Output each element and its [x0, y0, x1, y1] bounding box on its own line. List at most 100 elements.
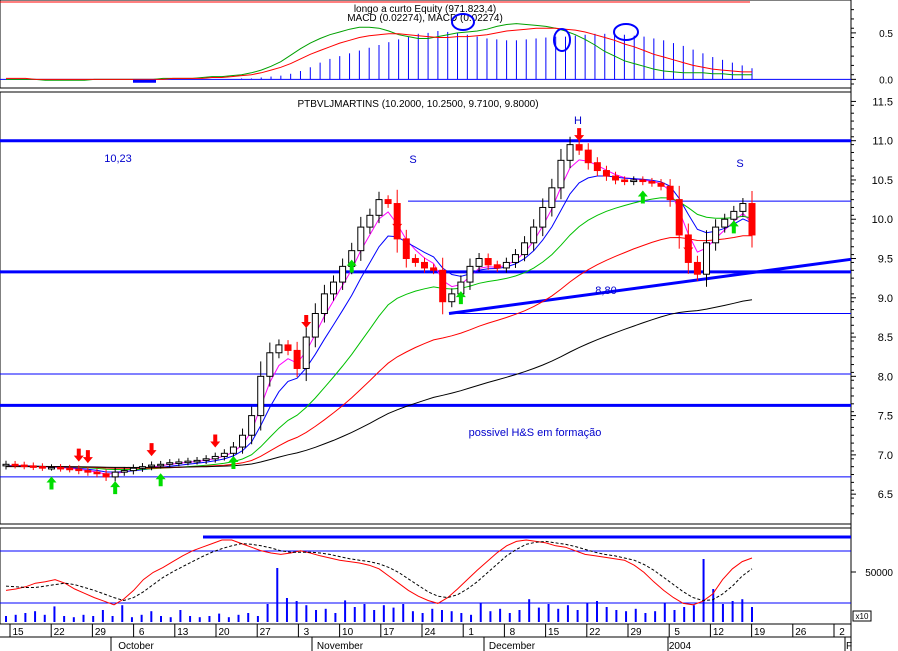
trend-line [448, 257, 852, 315]
x-tick-label: 8 [510, 627, 516, 638]
stochastic-line [5, 540, 753, 602]
price-y-tick-label: 9.5 [878, 254, 893, 266]
candle-body [102, 473, 110, 478]
ema-line [6, 299, 753, 469]
macd-highlight-circles [451, 13, 639, 52]
candle-body [266, 352, 274, 377]
x-tick-label: 2 [839, 627, 845, 638]
candle-body [548, 187, 556, 208]
chart-annotation: S [409, 154, 416, 166]
chart-annotation: 10,23 [104, 153, 132, 165]
candle-body [402, 238, 410, 260]
candle-body [721, 218, 729, 228]
candle-body [229, 446, 237, 454]
buy-arrow [346, 259, 357, 273]
buy-arrow [228, 456, 239, 470]
sell-arrow [146, 443, 157, 457]
x-tick-label: 3 [304, 627, 310, 638]
chart-annotation: possivel H&S em formação [469, 427, 602, 439]
price-y-tick-label: 7.5 [878, 411, 893, 423]
x-tick-label: 12 [713, 627, 725, 638]
candle-body [539, 206, 547, 228]
candle-body [339, 265, 347, 283]
candle-body [357, 226, 365, 252]
macd-lines [0, 1, 752, 83]
candle-body [621, 179, 629, 183]
month-label: December [489, 641, 536, 651]
candle-body [2, 463, 10, 467]
stochastic-line [5, 539, 753, 606]
candle-body [330, 281, 338, 295]
candle-body [38, 466, 46, 469]
candle-body [129, 467, 137, 472]
candle-body [657, 182, 665, 187]
macd-y-tick-label: 0.0 [879, 75, 893, 86]
chart-annotation: S [736, 158, 743, 170]
candle-body [29, 465, 37, 468]
candle-body [211, 455, 219, 460]
candlesticks [2, 136, 756, 482]
month-label: 2004 [669, 641, 692, 651]
candle-body [475, 258, 483, 267]
buy-arrow [455, 291, 466, 305]
x-tick-label: 22 [589, 627, 601, 638]
candle-body [639, 179, 647, 183]
sell-arrow [392, 216, 403, 230]
candle-body [157, 463, 165, 467]
candle-body [184, 460, 192, 464]
candle-body [84, 470, 92, 473]
candle-body [593, 162, 601, 172]
x-tick-label: 17 [383, 627, 395, 638]
candle-body [138, 466, 146, 469]
candle-body [557, 159, 565, 189]
x-tick-label: 1 [468, 627, 474, 638]
price-y-tick-label: 9.0 [878, 293, 893, 305]
candle-body [320, 293, 328, 314]
x-tick-label: 29 [95, 627, 107, 638]
candle-body [93, 471, 101, 475]
price-y-tick-label: 10.5 [872, 175, 893, 187]
price-y-tick-label: 7.0 [878, 450, 893, 462]
price-title: PTBVLJMARTINS (10.2000, 10.2500, 9.7100,… [297, 99, 538, 110]
candle-body [466, 265, 474, 283]
candle-body [648, 181, 656, 184]
candle-body [57, 466, 65, 470]
candle-body [384, 199, 392, 205]
price-y-tick-label: 8.0 [878, 371, 893, 383]
candle-body [11, 463, 19, 467]
x-tick-label: 22 [54, 627, 66, 638]
candle-body [739, 203, 747, 212]
x-tick-label: 27 [260, 627, 272, 638]
ema-line [5, 175, 753, 473]
candle-body [311, 312, 319, 338]
candle-body [411, 258, 419, 263]
x-tick-label: 29 [630, 627, 642, 638]
price-y-tick-label: 11.5 [872, 96, 893, 108]
buy-arrow [110, 481, 121, 495]
buy-arrow [155, 473, 166, 487]
month-label: F [846, 641, 852, 651]
macd-subtitle: MACD (0.02274), MACD (0.02274) [347, 13, 503, 24]
candle-body [193, 459, 201, 463]
candle-body [712, 226, 720, 244]
candle-body [257, 375, 265, 417]
macd-highlight-circle [553, 28, 571, 52]
candle-body [530, 226, 538, 244]
buy-arrow [728, 220, 739, 234]
volume-scale-label: x10 [856, 612, 869, 621]
volume-bars [0, 535, 851, 622]
chart-annotation: 8,80 [595, 285, 616, 297]
price-y-tick-label: 10.0 [872, 214, 893, 226]
candle-body [521, 242, 529, 256]
sell-arrow [73, 448, 84, 462]
candle-body [602, 170, 610, 177]
candle-body [748, 203, 756, 236]
candle-body [730, 210, 738, 220]
chart-annotation: H [574, 115, 582, 127]
candle-body [484, 258, 492, 266]
macd-y-tick-label: 0.5 [879, 29, 893, 40]
candle-body [430, 267, 438, 271]
candle-body [675, 199, 683, 236]
